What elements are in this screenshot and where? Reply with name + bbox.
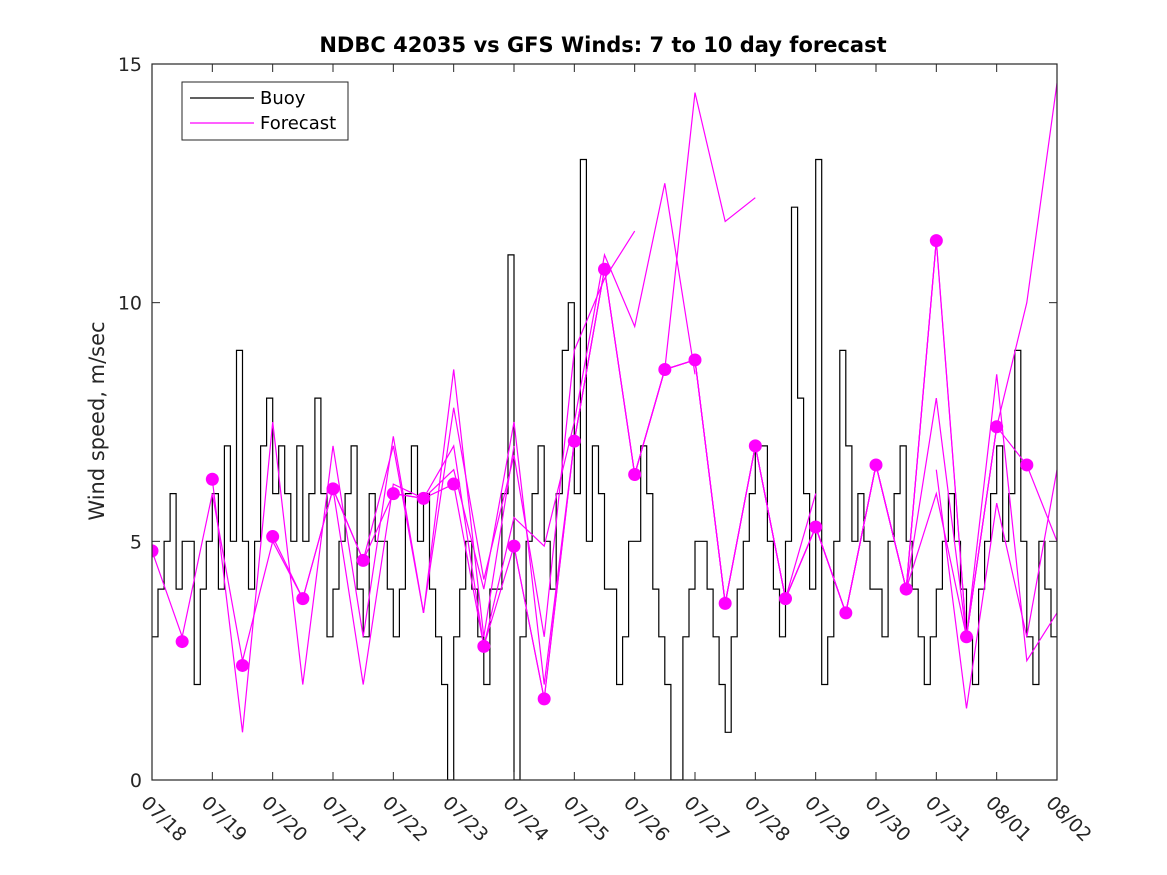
forecast-marker xyxy=(688,353,702,367)
forecast-run-line-2 xyxy=(211,369,515,733)
forecast-marker xyxy=(899,582,913,596)
y-tick-label: 5 xyxy=(130,531,142,553)
axes-box xyxy=(151,63,1058,781)
forecast-marker xyxy=(598,262,611,276)
forecast-marker xyxy=(960,630,973,644)
forecast-marker xyxy=(152,544,159,558)
legend-label-2: Forecast xyxy=(260,113,336,134)
forecast-marker xyxy=(779,592,792,606)
forecast-marker xyxy=(507,539,521,553)
forecast-marker xyxy=(929,234,943,248)
forecast-marker xyxy=(839,606,853,620)
forecast-marker xyxy=(809,520,823,534)
forecast-marker xyxy=(869,458,883,472)
forecast-marker xyxy=(266,530,280,544)
forecast-marker xyxy=(447,477,461,491)
forecast-marker xyxy=(748,439,762,453)
forecast-marker xyxy=(205,472,219,486)
forecast-marker xyxy=(990,420,1004,434)
forecast-run-line-12 xyxy=(815,398,1057,637)
forecast-marker xyxy=(296,592,310,606)
forecast-marker xyxy=(356,553,370,567)
legend-label-1: Buoy xyxy=(260,88,306,109)
y-tick-label: 0 xyxy=(130,770,142,792)
forecast-marker xyxy=(175,635,189,649)
forecast-marker xyxy=(658,362,672,376)
series-layer xyxy=(152,83,1057,780)
forecast-marker xyxy=(386,487,400,501)
legend: Buoy Forecast xyxy=(181,81,349,141)
chart-title: NDBC 42035 vs GFS Winds: 7 to 10 day for… xyxy=(319,33,886,57)
forecast-marker xyxy=(417,491,430,505)
forecast-marker xyxy=(1020,458,1034,472)
forecast-marker xyxy=(567,434,581,448)
forecast-marker xyxy=(718,596,732,610)
y-tick-label: 10 xyxy=(118,293,142,315)
forecast-run-line-4 xyxy=(332,230,636,637)
axes-background xyxy=(152,64,1057,780)
forecast-marker xyxy=(326,482,340,496)
forecast-marker xyxy=(628,468,642,482)
y-tick-label: 15 xyxy=(118,54,142,76)
forecast-marker xyxy=(537,692,551,706)
buoy-series-line xyxy=(152,158,1057,780)
y-axis-label: Wind speed, m/sec xyxy=(85,321,109,520)
forecast-marker xyxy=(477,639,491,653)
forecast-marker xyxy=(236,658,249,672)
forecast-run-line-14 xyxy=(935,469,1057,709)
legend-box xyxy=(181,81,349,141)
forecast-run-line-5 xyxy=(393,183,696,647)
